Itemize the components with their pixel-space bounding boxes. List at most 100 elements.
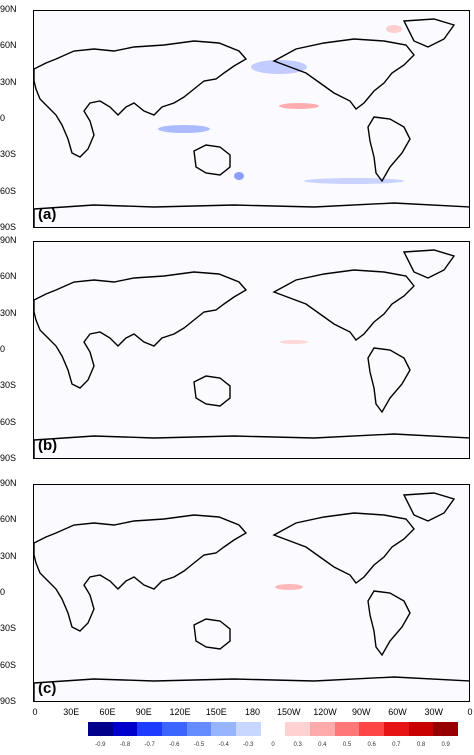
lat-label: 60N <box>0 271 17 282</box>
colorbar-swatch <box>384 722 410 736</box>
lon-label: 150W <box>276 707 301 717</box>
lon-label: 30E <box>63 707 80 717</box>
lon-label: 0 <box>32 707 38 717</box>
lat-label: 30S <box>0 149 17 160</box>
coastline <box>402 18 456 48</box>
colorbar-swatch <box>137 722 163 736</box>
lat-label: 30N <box>0 76 17 87</box>
anomaly-patch <box>158 125 210 133</box>
lat-label: 30N <box>0 307 17 318</box>
anomaly-patch <box>280 340 308 344</box>
colorbar-swatch <box>334 722 360 736</box>
lat-label: 0 <box>0 587 6 597</box>
colorbar-tick-label: -0.9 <box>95 742 106 748</box>
colorbar-swatch <box>260 722 286 736</box>
colorbar-tick-label: -0.6 <box>169 742 180 748</box>
lat-label: 30N <box>0 550 17 561</box>
lon-label: 150E <box>205 707 227 717</box>
panel-label: (b) <box>38 437 58 454</box>
coastline <box>367 116 411 183</box>
map-panel-a: (a) <box>33 10 470 228</box>
lat-label: 90S <box>0 222 17 232</box>
coastline <box>34 514 248 632</box>
anomaly-patch <box>304 178 404 184</box>
colorbar-swatch <box>359 722 385 736</box>
colorbar-tick-label: -0.4 <box>218 742 229 748</box>
coastline <box>193 375 231 407</box>
lat-label: 90N <box>0 478 17 488</box>
colorbar-swatch <box>236 722 262 736</box>
colorbar-tick-label: 0.5 <box>342 742 352 748</box>
colorbar-tick-label: 0 <box>271 742 275 748</box>
lon-label: 90W <box>351 707 371 717</box>
colorbar-tick-label: 0.6 <box>367 742 376 748</box>
anomaly-patch <box>279 103 319 109</box>
lon-label: 60W <box>388 707 407 717</box>
colorbar-swatch <box>310 722 336 736</box>
colorbar-swatch <box>285 722 311 736</box>
map-canvas <box>34 249 469 458</box>
lat-label: 60N <box>0 40 17 51</box>
coastline <box>193 618 231 650</box>
coastline <box>272 269 415 341</box>
colorbar-swatch <box>88 722 114 736</box>
lat-label: 60S <box>0 659 17 670</box>
lat-label: 60S <box>0 416 17 427</box>
colorbar-swatch <box>408 722 434 736</box>
panel-label: (c) <box>38 680 57 697</box>
coastline <box>193 144 231 176</box>
lat-label: 30S <box>0 623 17 634</box>
colorbar-swatch <box>433 722 459 736</box>
colorbar-tick-label: -0.3 <box>243 742 254 748</box>
coastline <box>34 676 469 701</box>
anomaly-patch <box>234 172 244 180</box>
anomaly-patch <box>386 25 402 33</box>
lat-label: 90S <box>0 696 17 706</box>
coastline <box>34 202 469 227</box>
lat-label: 90S <box>0 453 17 463</box>
colorbar-tick-label: -0.7 <box>144 742 155 748</box>
colorbar-tick-label: 0.9 <box>441 742 450 748</box>
panel-label: (a) <box>38 206 57 223</box>
lat-label: 90N <box>0 4 17 14</box>
colorbar-tick-label: 0.8 <box>416 742 426 748</box>
colorbar-tick-label: 0.3 <box>293 742 302 748</box>
map-panel-b: (b) <box>33 241 470 459</box>
colorbar-tick-label: 0.7 <box>392 742 401 748</box>
coastline <box>272 512 415 584</box>
lat-label: 30S <box>0 380 17 391</box>
lat-label: 0 <box>0 344 6 354</box>
coastline <box>34 40 248 158</box>
coastline <box>402 249 456 279</box>
lon-label: 0 <box>467 707 473 717</box>
lon-label: 30W <box>424 707 444 717</box>
lat-label: 60S <box>0 185 17 196</box>
coastline <box>272 38 415 110</box>
coastline <box>34 271 248 389</box>
coastline <box>367 347 411 414</box>
colorbar-tick-label: -0.8 <box>119 742 131 748</box>
coastline <box>367 590 411 657</box>
colorbar <box>88 722 459 736</box>
coastline <box>402 492 456 522</box>
coastline <box>34 433 469 458</box>
lon-label: 180 <box>244 707 261 717</box>
anomaly-patch <box>251 60 307 74</box>
lat-label: 0 <box>0 113 6 123</box>
map-canvas <box>34 18 469 227</box>
colorbar-swatch <box>162 722 188 736</box>
anomaly-patch <box>275 584 303 590</box>
colorbar-swatch <box>211 722 237 736</box>
lat-label: 90N <box>0 235 17 245</box>
colorbar-tick-label: -0.5 <box>193 742 205 748</box>
lon-label: 120W <box>313 707 337 717</box>
colorbar-swatch <box>186 722 212 736</box>
map-panel-c: (c) <box>33 484 470 702</box>
colorbar-swatch <box>112 722 138 736</box>
lat-label: 60N <box>0 514 17 525</box>
map-canvas <box>34 492 469 701</box>
lon-label: 60E <box>99 707 116 717</box>
lon-label: 120E <box>169 707 191 717</box>
lon-label: 90E <box>135 707 152 717</box>
colorbar-tick-label: 0.4 <box>318 742 327 748</box>
